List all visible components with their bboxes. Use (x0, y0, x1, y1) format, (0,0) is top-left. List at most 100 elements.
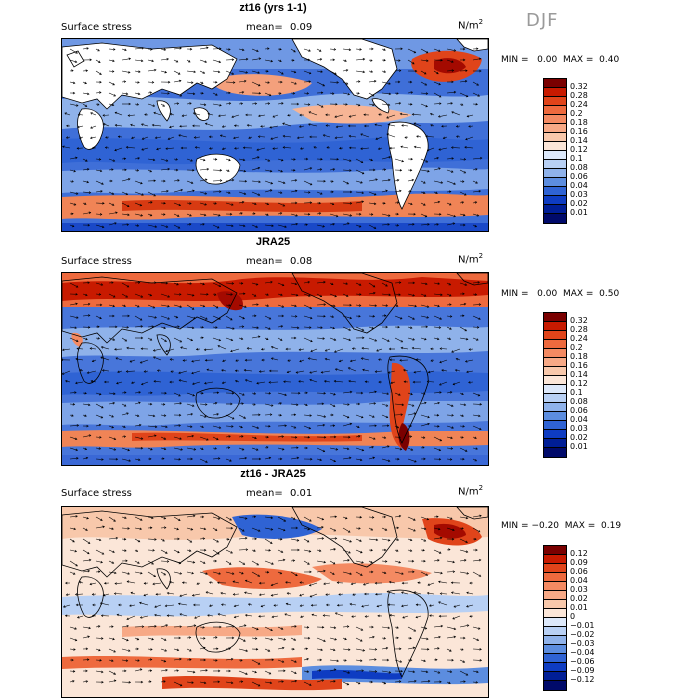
colorbar-tick-label: −0.03 (570, 639, 595, 648)
panel-2-mean-value: 0.08 (290, 256, 313, 267)
colorbar-swatch (544, 573, 566, 582)
colorbar-swatch (544, 582, 566, 591)
colorbar-tick-label: 0.18 (570, 352, 588, 361)
colorbar-swatch (544, 160, 566, 169)
colorbar-swatch (544, 340, 566, 349)
colorbar-swatch (544, 151, 566, 160)
colorbar-tick-label: 0.03 (570, 424, 588, 433)
colorbar-tick-label: −0.01 (570, 621, 595, 630)
colorbar-tick-label: 0.28 (570, 91, 588, 100)
panel-2-title: JRA25 (255, 236, 291, 248)
colorbar-tick-label: 0.02 (570, 199, 588, 208)
colorbar-tick-label: 0.01 (570, 208, 588, 217)
colorbar-tick-label: 0.09 (570, 558, 588, 567)
colorbar-swatch (544, 385, 566, 394)
colorbar-tick-label: 0.03 (570, 190, 588, 199)
panel-3-map-svg (62, 507, 488, 697)
colorbar-swatch (544, 133, 566, 142)
colorbar-swatch (544, 636, 566, 645)
colorbar-tick-label: 0.01 (570, 442, 588, 451)
colorbar-tick-label: 0.02 (570, 433, 588, 442)
colorbar-tick-label: 0.12 (570, 379, 588, 388)
panel-2-mean-label: mean= (246, 256, 283, 267)
colorbar-tick-label: −0.06 (570, 657, 595, 666)
panel-3-minmax: MIN = −0.20 MAX = 0.19 (501, 521, 622, 531)
panel-2-unit: N/m2 (458, 252, 484, 266)
colorbar-swatch (544, 169, 566, 178)
panel-3-mean-value: 0.01 (290, 488, 313, 499)
panel-1-mean-label: mean= (246, 22, 283, 33)
colorbar-tick-label: 0.12 (570, 549, 588, 558)
colorbar-tick-label: 0.14 (570, 136, 588, 145)
colorbar-swatch (544, 672, 566, 681)
colorbar-swatch (544, 358, 566, 367)
colorbar-tick-label: 0.08 (570, 163, 588, 172)
panel-3-title: zt16 - JRA25 (240, 468, 306, 480)
panel-2-minmax: MIN = 0.00 MAX = 0.50 (501, 289, 620, 299)
colorbar-swatch (544, 196, 566, 205)
colorbar-tick-label: 0.02 (570, 594, 588, 603)
colorbar-tick-label: 0.18 (570, 118, 588, 127)
panel-1-colorbar (543, 78, 567, 224)
colorbar-tick-label: 0.32 (570, 316, 588, 325)
colorbar-swatch (544, 205, 566, 214)
colorbar-swatch (544, 439, 566, 448)
colorbar-tick-label: 0 (570, 612, 576, 621)
colorbar-swatch (544, 79, 566, 88)
colorbar-tick-label: 0.04 (570, 576, 588, 585)
colorbar-tick-label: 0.12 (570, 145, 588, 154)
colorbar-swatch (544, 591, 566, 600)
colorbar-tick-label: −0.02 (570, 630, 595, 639)
colorbar-swatch (544, 430, 566, 439)
panel-3-unit: N/m2 (458, 484, 484, 498)
panel-2-map (61, 272, 489, 466)
colorbar-tick-label: 0.01 (570, 603, 588, 612)
colorbar-swatch (544, 349, 566, 358)
colorbar-tick-label: 0.03 (570, 585, 588, 594)
colorbar-tick-label: −0.04 (570, 648, 595, 657)
panel-3-map (61, 506, 489, 698)
panel-1-map-svg (62, 39, 488, 231)
colorbar-swatch (544, 376, 566, 385)
panel-3-field-label: Surface stress (61, 488, 132, 499)
panel-1-minmax: MIN = 0.00 MAX = 0.40 (501, 55, 620, 65)
colorbar-tick-label: 0.2 (570, 343, 583, 352)
colorbar-tick-label: −0.12 (570, 675, 595, 684)
colorbar-swatch (544, 618, 566, 627)
colorbar-tick-label: 0.06 (570, 567, 588, 576)
colorbar-tick-label: 0.24 (570, 334, 588, 343)
colorbar-swatch (544, 546, 566, 555)
panel-3-mean-label: mean= (246, 488, 283, 499)
colorbar-tick-label: 0.16 (570, 361, 588, 370)
colorbar-tick-label: 0.1 (570, 154, 583, 163)
colorbar-tick-label: 0.28 (570, 325, 588, 334)
colorbar-swatch (544, 627, 566, 636)
colorbar-swatch (544, 645, 566, 654)
colorbar-swatch (544, 421, 566, 430)
colorbar-tick-label: 0.2 (570, 109, 583, 118)
colorbar-tick-label: 0.06 (570, 172, 588, 181)
colorbar-swatch (544, 331, 566, 340)
panel-2-map-svg (62, 273, 488, 465)
colorbar-tick-label: 0.1 (570, 388, 583, 397)
colorbar-tick-label: 0.08 (570, 397, 588, 406)
panel-1-mean-value: 0.09 (290, 22, 313, 33)
colorbar-tick-label: 0.16 (570, 127, 588, 136)
colorbar-swatch (544, 448, 566, 457)
colorbar-swatch (544, 115, 566, 124)
colorbar-swatch (544, 403, 566, 412)
panel-3-wind-arrows (62, 514, 483, 687)
colorbar-swatch (544, 555, 566, 564)
panel-1-title: zt16 (yrs 1-1) (239, 2, 307, 14)
colorbar-tick-label: 0.04 (570, 415, 588, 424)
colorbar-swatch (544, 322, 566, 331)
panel-2-wind-arrows (62, 280, 483, 463)
panel-3-colorbar (543, 545, 567, 691)
colorbar-swatch (544, 564, 566, 573)
colorbar-tick-label: 0.14 (570, 370, 588, 379)
panel-2-colorbar (543, 312, 567, 458)
colorbar-swatch (544, 412, 566, 421)
colorbar-swatch (544, 394, 566, 403)
colorbar-tick-label: 0.24 (570, 100, 588, 109)
colorbar-tick-label: 0.04 (570, 181, 588, 190)
